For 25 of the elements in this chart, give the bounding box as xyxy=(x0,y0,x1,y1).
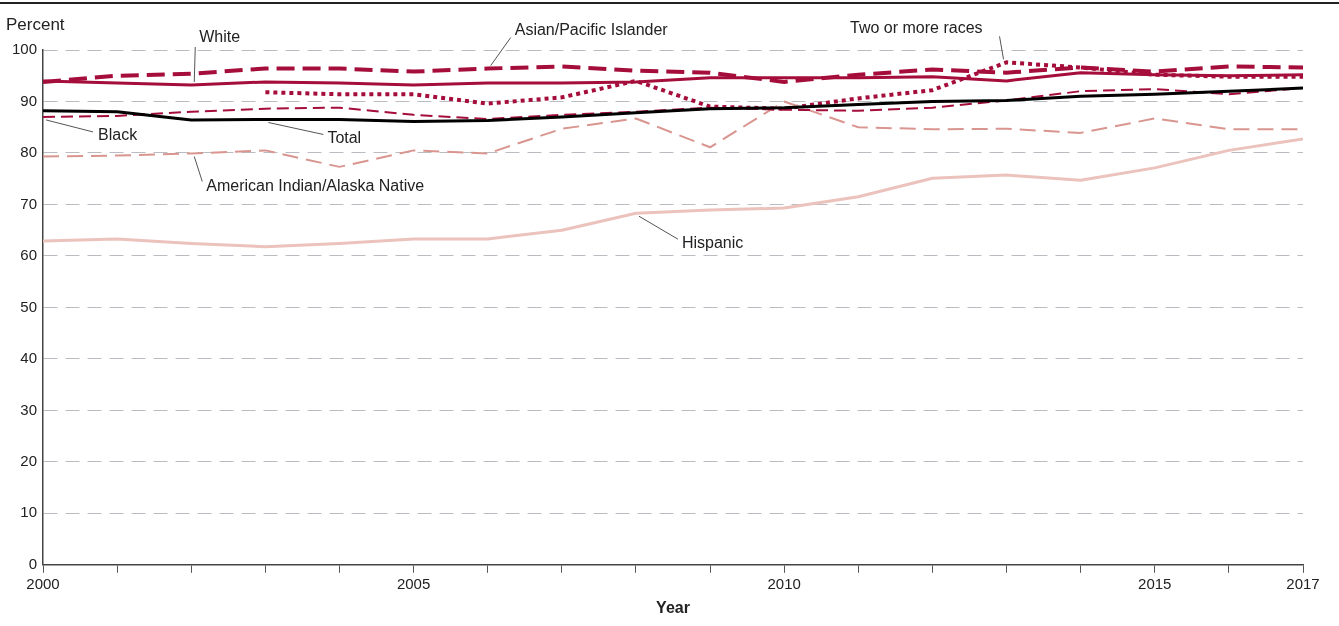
y-tick-label: 20 xyxy=(20,451,38,469)
x-tick-label: 2000 xyxy=(26,574,60,592)
x-tick-label: 2005 xyxy=(396,574,431,592)
y-tick-label: 80 xyxy=(20,143,38,161)
y-tick-label: 90 xyxy=(20,91,38,109)
x-tick-label: 2010 xyxy=(767,574,801,592)
series-label: Total xyxy=(327,128,362,146)
x-tick-label: 2017 xyxy=(1286,574,1320,592)
y-tick-label: 10 xyxy=(20,503,38,521)
x-axis-title: Year xyxy=(656,598,690,616)
series-label: Black xyxy=(98,126,139,144)
y-tick-label: 100 xyxy=(12,40,38,58)
x-tick-label: 2015 xyxy=(1138,574,1172,592)
y-axis-title: Percent xyxy=(6,15,65,35)
text: White xyxy=(199,28,241,46)
y-tick-label: 0 xyxy=(28,554,38,572)
y-tick-label: 50 xyxy=(20,297,38,315)
y-tick-label: 70 xyxy=(20,194,38,212)
series-label: Hispanic xyxy=(681,233,744,251)
series-label: American Indian/Alaska Native xyxy=(206,176,425,194)
series-label: Asian/Pacific Islander xyxy=(514,20,669,38)
y-tick-label: 40 xyxy=(20,349,38,367)
y-tick-label: 30 xyxy=(20,400,38,418)
y-tick-label: 60 xyxy=(20,246,38,264)
text: Two or more races xyxy=(850,18,983,36)
